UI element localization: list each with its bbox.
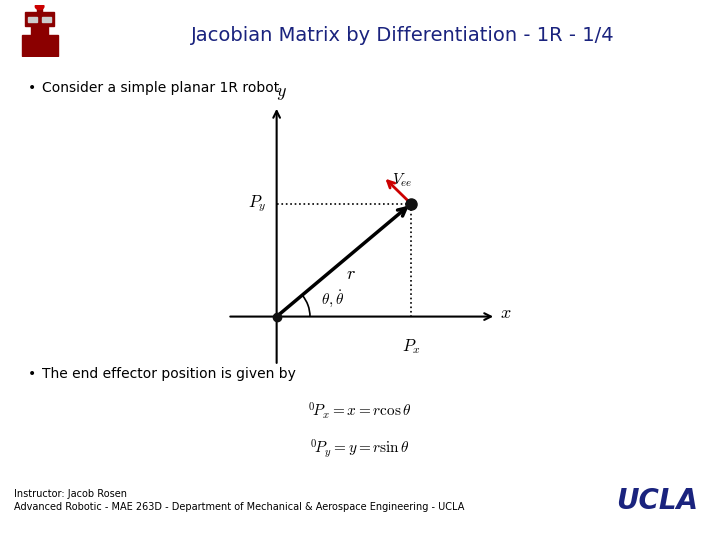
- Bar: [22, 35, 58, 56]
- Text: UCLA: UCLA: [616, 487, 698, 515]
- Text: Consider a simple planar 1R robot: Consider a simple planar 1R robot: [42, 82, 279, 96]
- Bar: [25, 11, 54, 26]
- Text: $P_x$: $P_x$: [402, 338, 420, 356]
- Bar: [31, 26, 48, 35]
- Text: $P_y$: $P_y$: [248, 193, 266, 214]
- Text: Jacobian Matrix by Differentiation - 1R - 1/4: Jacobian Matrix by Differentiation - 1R …: [192, 25, 615, 45]
- Text: •: •: [28, 82, 36, 96]
- Text: •: •: [28, 367, 36, 381]
- Bar: [37, 6, 42, 11]
- Text: $^{0}\!P_x = x = r\cos\theta$: $^{0}\!P_x = x = r\cos\theta$: [308, 400, 412, 421]
- Circle shape: [35, 3, 44, 10]
- Text: Instructor: Jacob Rosen: Instructor: Jacob Rosen: [14, 489, 127, 499]
- Text: $^{0}\!P_y = y = r\sin\theta$: $^{0}\!P_y = y = r\sin\theta$: [310, 437, 410, 460]
- Text: $y$: $y$: [276, 84, 287, 103]
- Text: The end effector position is given by: The end effector position is given by: [42, 367, 296, 381]
- Text: $r$: $r$: [346, 265, 356, 283]
- Text: Advanced Robotic - MAE 263D - Department of Mechanical & Aerospace Engineering -: Advanced Robotic - MAE 263D - Department…: [14, 502, 465, 512]
- Bar: [28, 17, 37, 22]
- Text: $V_{ee}$: $V_{ee}$: [392, 172, 413, 189]
- Bar: [42, 17, 51, 22]
- Text: $x$: $x$: [500, 304, 511, 322]
- Text: $\theta,\dot{\theta}$: $\theta,\dot{\theta}$: [321, 289, 344, 309]
